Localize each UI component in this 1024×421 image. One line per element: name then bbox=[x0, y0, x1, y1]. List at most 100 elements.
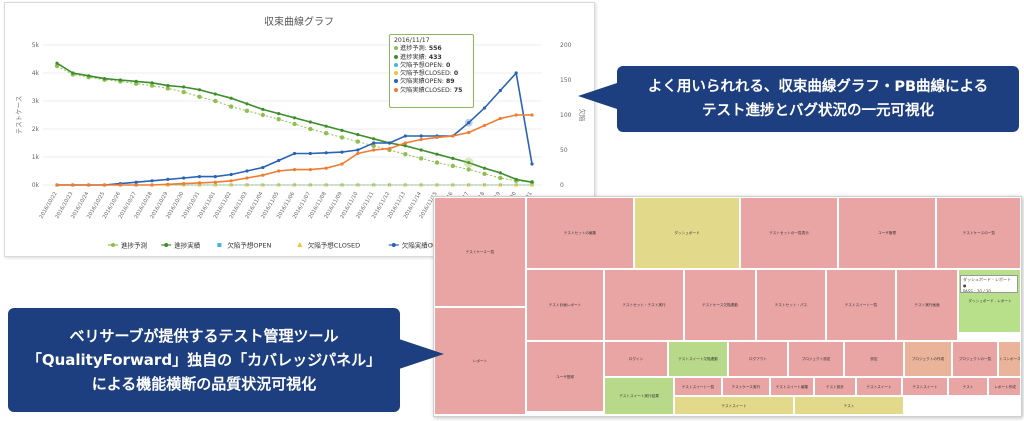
series-point bbox=[102, 77, 107, 81]
coverage-tile-label: テスト実行画面 bbox=[914, 302, 940, 307]
y-tick-label: 2k bbox=[32, 126, 40, 133]
series-point bbox=[435, 135, 439, 139]
series-point bbox=[450, 183, 455, 187]
coverage-tile[interactable]: プロジェクトの作成 bbox=[904, 341, 952, 377]
series-point bbox=[181, 89, 186, 95]
coverage-tile-label: プロジェクトの作成 bbox=[911, 356, 945, 361]
coverage-tile[interactable]: プロジェクトの一覧 bbox=[952, 341, 998, 377]
series-point bbox=[530, 113, 534, 117]
coverage-tile[interactable]: テストセットの編集 bbox=[526, 197, 634, 269]
y-tick-label: 4k bbox=[32, 70, 40, 77]
series-point bbox=[419, 134, 423, 138]
series-point bbox=[451, 156, 455, 160]
coverage-tile[interactable]: ダッシュボード bbox=[634, 197, 740, 269]
legend-marker bbox=[111, 243, 115, 247]
series-point bbox=[514, 71, 518, 75]
series-point bbox=[355, 139, 361, 144]
coverage-tile[interactable]: ログイン bbox=[604, 341, 668, 377]
series-point bbox=[229, 172, 233, 177]
coverage-tile[interactable]: テストセットの一覧表示 bbox=[740, 197, 838, 269]
coverage-tile[interactable]: テストケースの一覧 bbox=[936, 197, 1021, 269]
series-point bbox=[118, 183, 122, 187]
series-point bbox=[498, 88, 502, 93]
coverage-tile[interactable]: テストスイート bbox=[674, 396, 794, 415]
coverage-tile-label: テスト bbox=[843, 402, 855, 408]
coverage-tile[interactable]: レポート bbox=[434, 307, 526, 415]
y2-tick-label: 100 bbox=[560, 112, 572, 119]
series-point bbox=[166, 84, 170, 88]
legend-marker bbox=[391, 243, 396, 247]
coverage-tile-label: テストスイート bbox=[866, 383, 892, 389]
coverage-tile-label: テストケース欠陥連動 bbox=[702, 302, 738, 307]
coverage-tile[interactable]: テストスイート実行結果 bbox=[604, 377, 674, 415]
tooltip-value: 433 bbox=[428, 53, 442, 61]
series-point bbox=[482, 171, 487, 176]
series-point bbox=[229, 96, 233, 100]
coverage-tile[interactable]: テストスイート編集 bbox=[770, 377, 814, 396]
series-point bbox=[498, 175, 503, 181]
coverage-tile-label: レポート作成 bbox=[993, 383, 1016, 389]
tooltip-value: 556 bbox=[428, 45, 442, 53]
coverage-tile[interactable]: テストコンポーネント bbox=[998, 341, 1021, 377]
series-point bbox=[213, 175, 217, 179]
coverage-tile[interactable]: テストケース欠陥連動 bbox=[684, 269, 756, 341]
series-point bbox=[372, 137, 376, 141]
coverage-tile-label: ユーザ管理 bbox=[878, 230, 896, 235]
tooltip-label: 欠陥実績CLOSED: bbox=[400, 86, 454, 94]
series-point bbox=[324, 124, 328, 128]
series-point bbox=[150, 81, 154, 85]
callout-bottom-tail bbox=[396, 338, 444, 370]
coverage-tile[interactable]: テスト bbox=[794, 396, 904, 415]
series-point bbox=[467, 161, 471, 165]
callout-top-line1: よく用いられれる、収束曲線グラフ・PB曲線による bbox=[647, 79, 989, 95]
tooltip-dot bbox=[394, 54, 398, 59]
legend-label: 欠陥実績OPEN bbox=[402, 241, 446, 250]
series-point bbox=[229, 179, 233, 183]
series-point bbox=[355, 183, 360, 187]
coverage-tile[interactable]: テストセット・パス bbox=[756, 269, 826, 341]
series-point bbox=[260, 112, 266, 118]
tooltip-value: 89 bbox=[445, 78, 455, 86]
series-point bbox=[166, 177, 170, 181]
coverage-tile[interactable]: テスト設計 bbox=[814, 377, 856, 396]
coverage-tile[interactable]: テストスイート bbox=[902, 377, 948, 396]
coverage-tile[interactable]: テスト計画レポート bbox=[526, 269, 604, 341]
coverage-tile[interactable]: テストセット・テスト実行 bbox=[604, 269, 684, 341]
series-point bbox=[277, 158, 281, 163]
coverage-tile-label: テストコンポーネント bbox=[998, 356, 1021, 361]
coverage-tile[interactable]: ユーザ管理 bbox=[838, 197, 936, 269]
series-point bbox=[165, 86, 171, 91]
tooltip-value: 0 bbox=[453, 70, 459, 78]
coverage-tile[interactable]: 設定 bbox=[844, 341, 904, 377]
tooltip-row: 欠陥予想CLOSED: 0 bbox=[394, 70, 469, 78]
series-point bbox=[467, 121, 471, 125]
coverage-tile[interactable]: テスト bbox=[948, 377, 988, 396]
series-point bbox=[292, 168, 297, 172]
series-point bbox=[276, 183, 281, 187]
series-point bbox=[54, 63, 60, 69]
series-point bbox=[482, 106, 487, 110]
tooltip-row: 欠陥実績OPEN: 89 bbox=[394, 78, 469, 86]
coverage-tile[interactable]: テストスイート一覧 bbox=[826, 269, 896, 341]
coverage-tile[interactable]: プロジェクト設定 bbox=[788, 341, 844, 377]
coverage-tile-label: ログイン bbox=[628, 356, 644, 361]
coverage-tile[interactable]: テストスイート欠陥連動 bbox=[668, 341, 728, 377]
series-point bbox=[340, 183, 344, 187]
coverage-tile[interactable]: テストケース一覧 bbox=[434, 197, 526, 307]
tooltip-dot bbox=[394, 71, 398, 76]
series-point bbox=[213, 92, 217, 96]
coverage-tile[interactable]: テストスイート一覧 bbox=[674, 377, 722, 396]
series-point bbox=[55, 183, 59, 187]
callout-top: よく用いられれる、収束曲線グラフ・PB曲線による テスト進捗とバグ状況の一元可視… bbox=[617, 66, 1019, 132]
tooltip-date: 2016/11/17 bbox=[394, 37, 430, 44]
series-point bbox=[435, 183, 439, 187]
coverage-tile-label: レポート bbox=[472, 358, 488, 363]
coverage-tile[interactable]: テスト実行画面 bbox=[896, 269, 958, 341]
coverage-tile[interactable]: ユーザ登録 bbox=[526, 341, 604, 412]
legend-label: 進捗予測 bbox=[121, 241, 147, 250]
coverage-tile[interactable]: テストスイート bbox=[856, 377, 902, 396]
coverage-tile[interactable]: レポート作成 bbox=[988, 377, 1021, 396]
coverage-tile-label: テスト設計 bbox=[826, 383, 844, 389]
coverage-tile[interactable]: ログアウト bbox=[728, 341, 788, 377]
coverage-tile[interactable]: テストケース実行 bbox=[722, 377, 770, 396]
